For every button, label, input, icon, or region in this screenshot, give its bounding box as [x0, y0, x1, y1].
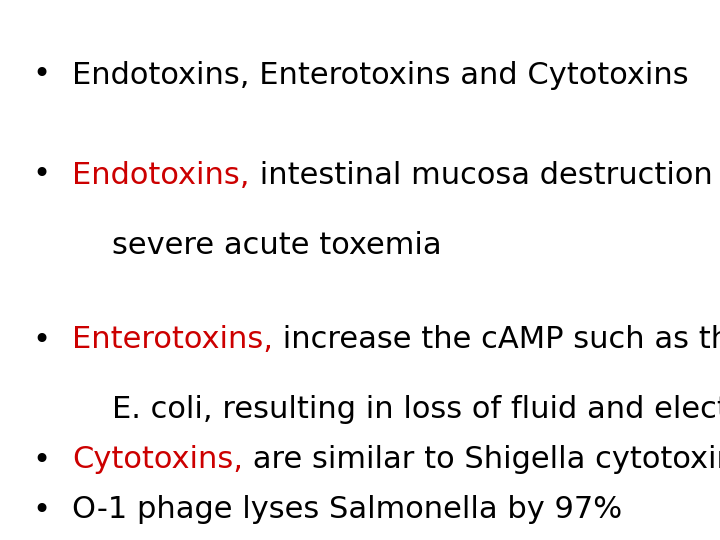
- Text: •: •: [32, 496, 50, 524]
- Text: O-1 phage lyses Salmonella by 97%: O-1 phage lyses Salmonella by 97%: [72, 496, 622, 524]
- Text: •: •: [32, 60, 50, 90]
- Text: severe acute toxemia: severe acute toxemia: [112, 231, 441, 260]
- Text: •: •: [32, 326, 50, 354]
- Text: Enterotoxins,: Enterotoxins,: [72, 326, 273, 354]
- Text: Cytotoxins,: Cytotoxins,: [72, 446, 243, 475]
- Text: •: •: [32, 160, 50, 190]
- Text: Endotoxins,: Endotoxins,: [72, 160, 250, 190]
- Text: increase the cAMP such as the LT of: increase the cAMP such as the LT of: [273, 326, 720, 354]
- Text: •: •: [32, 446, 50, 475]
- Text: Endotoxins, Enterotoxins and Cytotoxins: Endotoxins, Enterotoxins and Cytotoxins: [72, 60, 688, 90]
- Text: are similar to Shigella cytotoxin: are similar to Shigella cytotoxin: [243, 446, 720, 475]
- Text: intestinal mucosa destruction and: intestinal mucosa destruction and: [250, 160, 720, 190]
- Text: E. coli, resulting in loss of fluid and electrolyte: E. coli, resulting in loss of fluid and …: [112, 395, 720, 424]
